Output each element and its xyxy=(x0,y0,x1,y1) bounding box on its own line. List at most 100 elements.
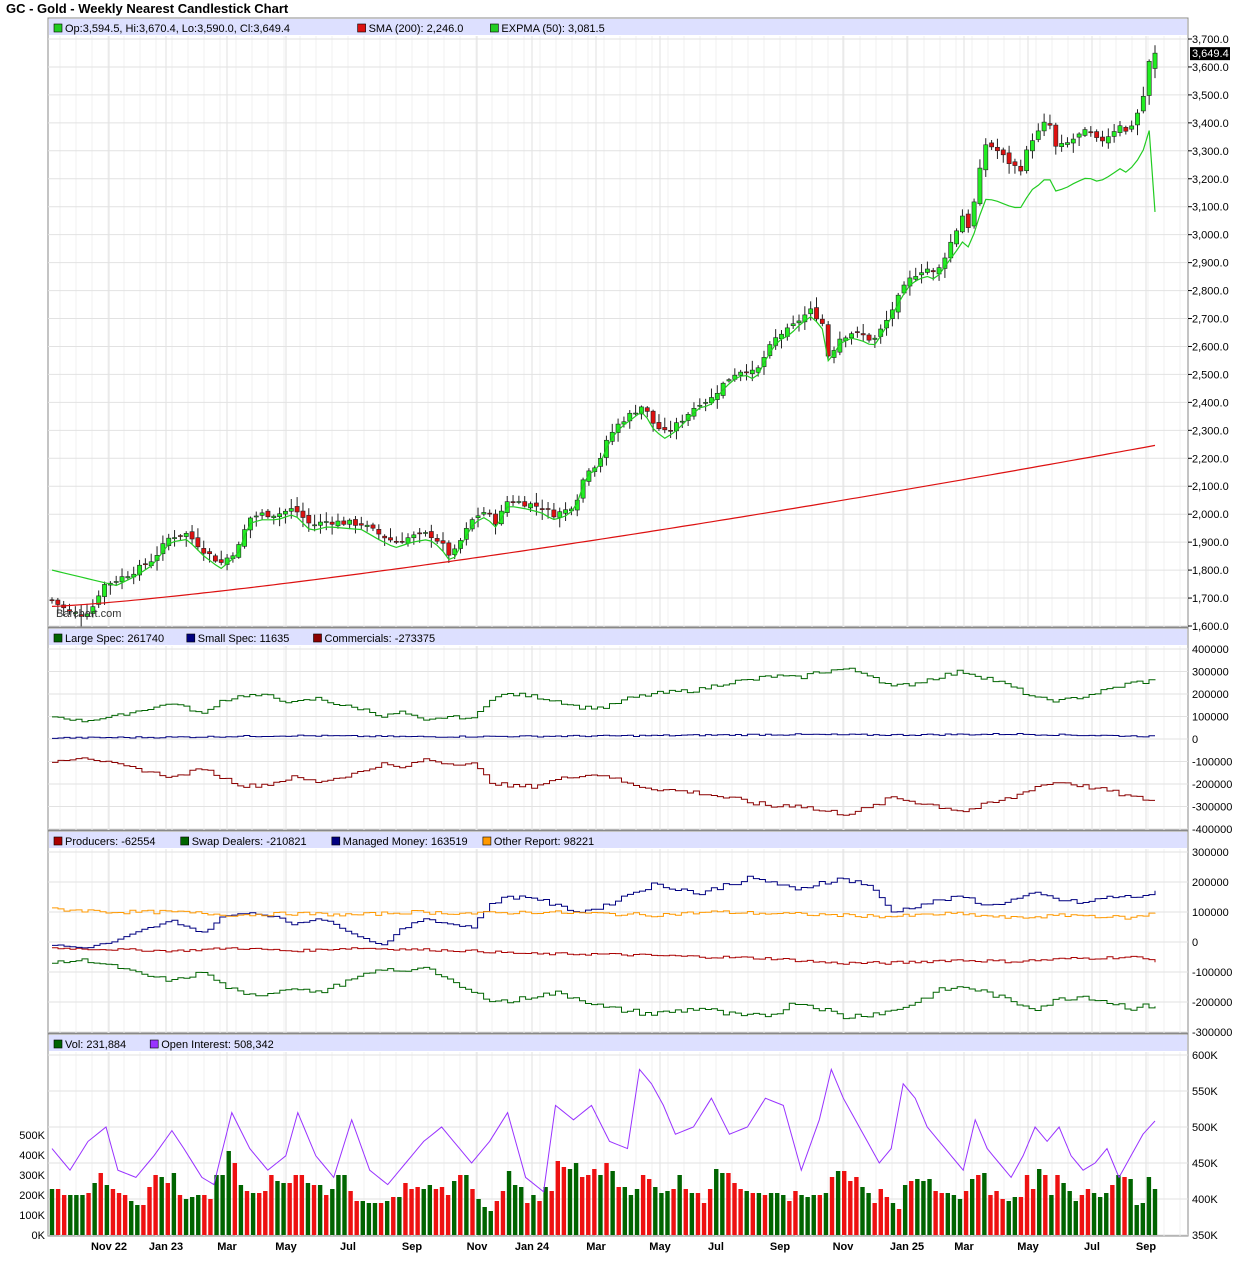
volume-bar xyxy=(689,1193,695,1235)
cot1-tick-label: 0 xyxy=(1192,734,1198,746)
candle-body xyxy=(195,537,201,548)
candle-body xyxy=(726,379,732,382)
volume-bar xyxy=(458,1175,463,1235)
volume-bar xyxy=(665,1191,670,1235)
volume-bar xyxy=(549,1191,554,1235)
price-tick-label: 3,300.0 xyxy=(1192,146,1229,158)
volume-bar xyxy=(805,1197,810,1235)
candle-body xyxy=(668,430,674,432)
candle-body xyxy=(563,509,568,514)
candle-body xyxy=(142,563,148,566)
cot2-legend-swatch xyxy=(331,836,341,846)
cot1-legend-swatch xyxy=(313,633,322,643)
volume-bar xyxy=(421,1189,426,1235)
volume-bar xyxy=(342,1175,347,1235)
volume-bar xyxy=(951,1195,957,1235)
price-frame xyxy=(47,17,1189,628)
candle-body xyxy=(1070,138,1076,144)
price-tick-label: 3,600.0 xyxy=(1192,62,1229,74)
volume-bar xyxy=(1012,1197,1018,1235)
volume-bar xyxy=(80,1195,85,1235)
candle-body xyxy=(703,402,709,404)
candle-body xyxy=(1100,136,1105,142)
candle-body xyxy=(977,167,983,205)
volume-bar xyxy=(68,1195,73,1235)
price-legend-label: Op:3,594.5, Hi:3,670.4, Lo:3,590.0, Cl:3… xyxy=(65,23,290,35)
volume-bar xyxy=(738,1189,743,1235)
volume-bar xyxy=(324,1195,329,1235)
volume-bar xyxy=(445,1195,451,1235)
volume-bar xyxy=(939,1193,944,1235)
x-tick-label: Mar xyxy=(954,1241,974,1253)
volume-bar xyxy=(1152,1189,1158,1235)
volume-bar xyxy=(659,1193,664,1235)
volume-bar xyxy=(811,1195,816,1235)
oi-tick-label: 350K xyxy=(1192,1230,1218,1242)
candle-body xyxy=(49,599,55,602)
candle-body xyxy=(393,540,399,543)
candle-body xyxy=(300,510,306,518)
candle-body xyxy=(1094,131,1100,138)
volume-bar xyxy=(732,1183,737,1235)
volume-bar xyxy=(250,1193,256,1235)
volume-bar xyxy=(378,1203,384,1235)
candle-body xyxy=(1111,131,1117,137)
cot2-legend-swatch xyxy=(53,836,63,846)
candle-body xyxy=(644,407,650,412)
volume-bar xyxy=(586,1175,591,1235)
x-tick-label: Jul xyxy=(708,1241,724,1253)
volume-bar xyxy=(982,1173,987,1235)
candle-body xyxy=(183,533,189,537)
x-tick-label: May xyxy=(649,1241,671,1253)
volume-bar xyxy=(1085,1189,1091,1235)
candle-body xyxy=(749,369,755,375)
cot2-legend-label: Swap Dealers: -210821 xyxy=(192,836,307,848)
candle-body xyxy=(382,535,388,539)
candle-body xyxy=(218,559,224,563)
candle-body xyxy=(971,201,977,227)
volume-bar xyxy=(1043,1175,1048,1235)
x-tick-label: Sep xyxy=(770,1241,790,1253)
price-tick-label: 3,400.0 xyxy=(1192,118,1229,130)
candle-body xyxy=(1053,124,1059,147)
volume-bar xyxy=(1006,1201,1011,1235)
x-tick-label: Nov xyxy=(833,1241,855,1253)
volume-bar xyxy=(177,1195,183,1235)
volume-bar xyxy=(653,1187,658,1235)
volume-bar xyxy=(768,1193,774,1235)
volume-bar xyxy=(683,1189,688,1235)
cot-disaggregated-panel xyxy=(52,875,1156,1020)
candle-body xyxy=(125,576,131,579)
volume-bar xyxy=(744,1191,749,1235)
volume-bar xyxy=(49,1189,55,1235)
candle-body xyxy=(860,333,866,336)
volume-bar xyxy=(957,1199,963,1235)
candle-body xyxy=(137,564,142,576)
candle-body xyxy=(312,524,318,527)
volume-bar xyxy=(1128,1179,1133,1235)
candle-body xyxy=(808,308,814,315)
candle-body xyxy=(679,420,685,423)
volume-bar xyxy=(55,1189,61,1235)
oi-tick-label: 400K xyxy=(1192,1194,1218,1206)
volume-bar xyxy=(98,1173,103,1235)
volume-bar xyxy=(122,1195,128,1235)
volume-bar xyxy=(799,1195,804,1235)
volume-bar xyxy=(835,1171,841,1235)
legends: Op:3,594.5, Hi:3,670.4, Lo:3,590.0, Cl:3… xyxy=(53,23,605,1051)
expma50-line xyxy=(51,130,1156,587)
candle-body xyxy=(802,314,808,323)
volume-bar xyxy=(756,1193,762,1235)
volume-bar xyxy=(482,1207,487,1235)
price-tick-label: 2,200.0 xyxy=(1192,453,1229,465)
candle-body xyxy=(271,515,277,518)
volume-bar xyxy=(592,1169,597,1235)
volume-panel xyxy=(49,1067,1158,1235)
volume-bar xyxy=(208,1199,213,1235)
volume-bar xyxy=(141,1205,146,1235)
managed-money-line xyxy=(52,875,1156,949)
candle-body xyxy=(1129,125,1135,130)
candle-body xyxy=(411,534,417,539)
candle-body xyxy=(580,479,586,499)
price-tick-label: 3,500.0 xyxy=(1192,90,1229,102)
